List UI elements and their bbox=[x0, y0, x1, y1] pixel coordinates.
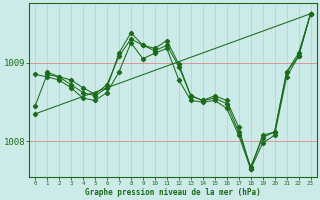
X-axis label: Graphe pression niveau de la mer (hPa): Graphe pression niveau de la mer (hPa) bbox=[85, 188, 261, 197]
